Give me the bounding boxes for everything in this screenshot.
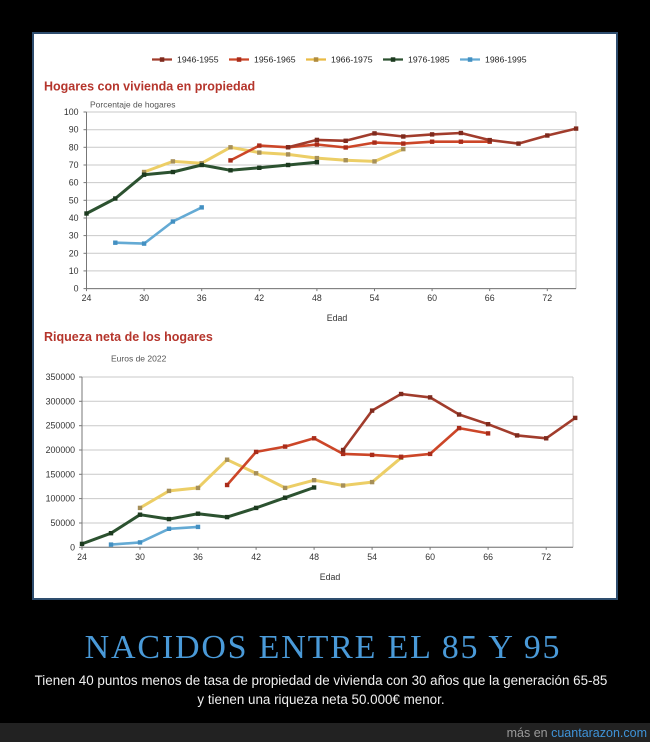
svg-text:42: 42 xyxy=(251,552,261,562)
svg-text:70: 70 xyxy=(69,160,79,170)
svg-text:36: 36 xyxy=(197,293,207,303)
svg-text:300000: 300000 xyxy=(46,396,75,406)
svg-text:80: 80 xyxy=(69,142,79,152)
svg-text:1986-1995: 1986-1995 xyxy=(485,55,527,65)
svg-text:30: 30 xyxy=(69,231,79,241)
svg-text:200000: 200000 xyxy=(46,445,75,455)
svg-text:24: 24 xyxy=(82,293,92,303)
svg-text:250000: 250000 xyxy=(46,421,75,431)
svg-text:1946-1955: 1946-1955 xyxy=(177,55,219,65)
svg-text:72: 72 xyxy=(541,552,551,562)
svg-text:40: 40 xyxy=(69,213,79,223)
svg-text:50000: 50000 xyxy=(51,518,76,528)
svg-text:60: 60 xyxy=(427,293,437,303)
svg-text:42: 42 xyxy=(254,293,264,303)
svg-text:48: 48 xyxy=(309,552,319,562)
svg-text:0: 0 xyxy=(70,542,75,552)
svg-text:100000: 100000 xyxy=(46,494,75,504)
svg-text:36: 36 xyxy=(193,552,203,562)
svg-text:90: 90 xyxy=(69,125,79,135)
svg-text:Edad: Edad xyxy=(327,313,348,323)
svg-text:72: 72 xyxy=(542,293,552,303)
svg-text:150000: 150000 xyxy=(46,469,75,479)
svg-text:Edad: Edad xyxy=(320,572,341,582)
svg-text:Riqueza neta de los hogares: Riqueza neta de los hogares xyxy=(44,330,213,344)
svg-text:60: 60 xyxy=(425,552,435,562)
svg-text:54: 54 xyxy=(370,293,380,303)
svg-text:1956-1965: 1956-1965 xyxy=(254,55,296,65)
svg-text:1966-1975: 1966-1975 xyxy=(331,55,373,65)
svg-text:10: 10 xyxy=(69,266,79,276)
svg-text:24: 24 xyxy=(77,552,87,562)
svg-text:30: 30 xyxy=(139,293,149,303)
svg-text:Hogares con vivienda en propie: Hogares con vivienda en propiedad xyxy=(44,80,255,94)
svg-text:0: 0 xyxy=(74,284,79,294)
svg-text:66: 66 xyxy=(485,293,495,303)
svg-text:Euros de 2022: Euros de 2022 xyxy=(111,354,167,364)
svg-text:100: 100 xyxy=(64,107,79,117)
svg-text:60: 60 xyxy=(69,178,79,188)
svg-text:350000: 350000 xyxy=(46,372,75,382)
svg-text:Porcentaje de hogares: Porcentaje de hogares xyxy=(90,100,176,110)
svg-text:54: 54 xyxy=(367,552,377,562)
svg-text:1976-1985: 1976-1985 xyxy=(408,55,450,65)
svg-text:50: 50 xyxy=(69,195,79,205)
svg-text:20: 20 xyxy=(69,248,79,258)
svg-text:66: 66 xyxy=(483,552,493,562)
svg-text:30: 30 xyxy=(135,552,145,562)
svg-text:48: 48 xyxy=(312,293,322,303)
